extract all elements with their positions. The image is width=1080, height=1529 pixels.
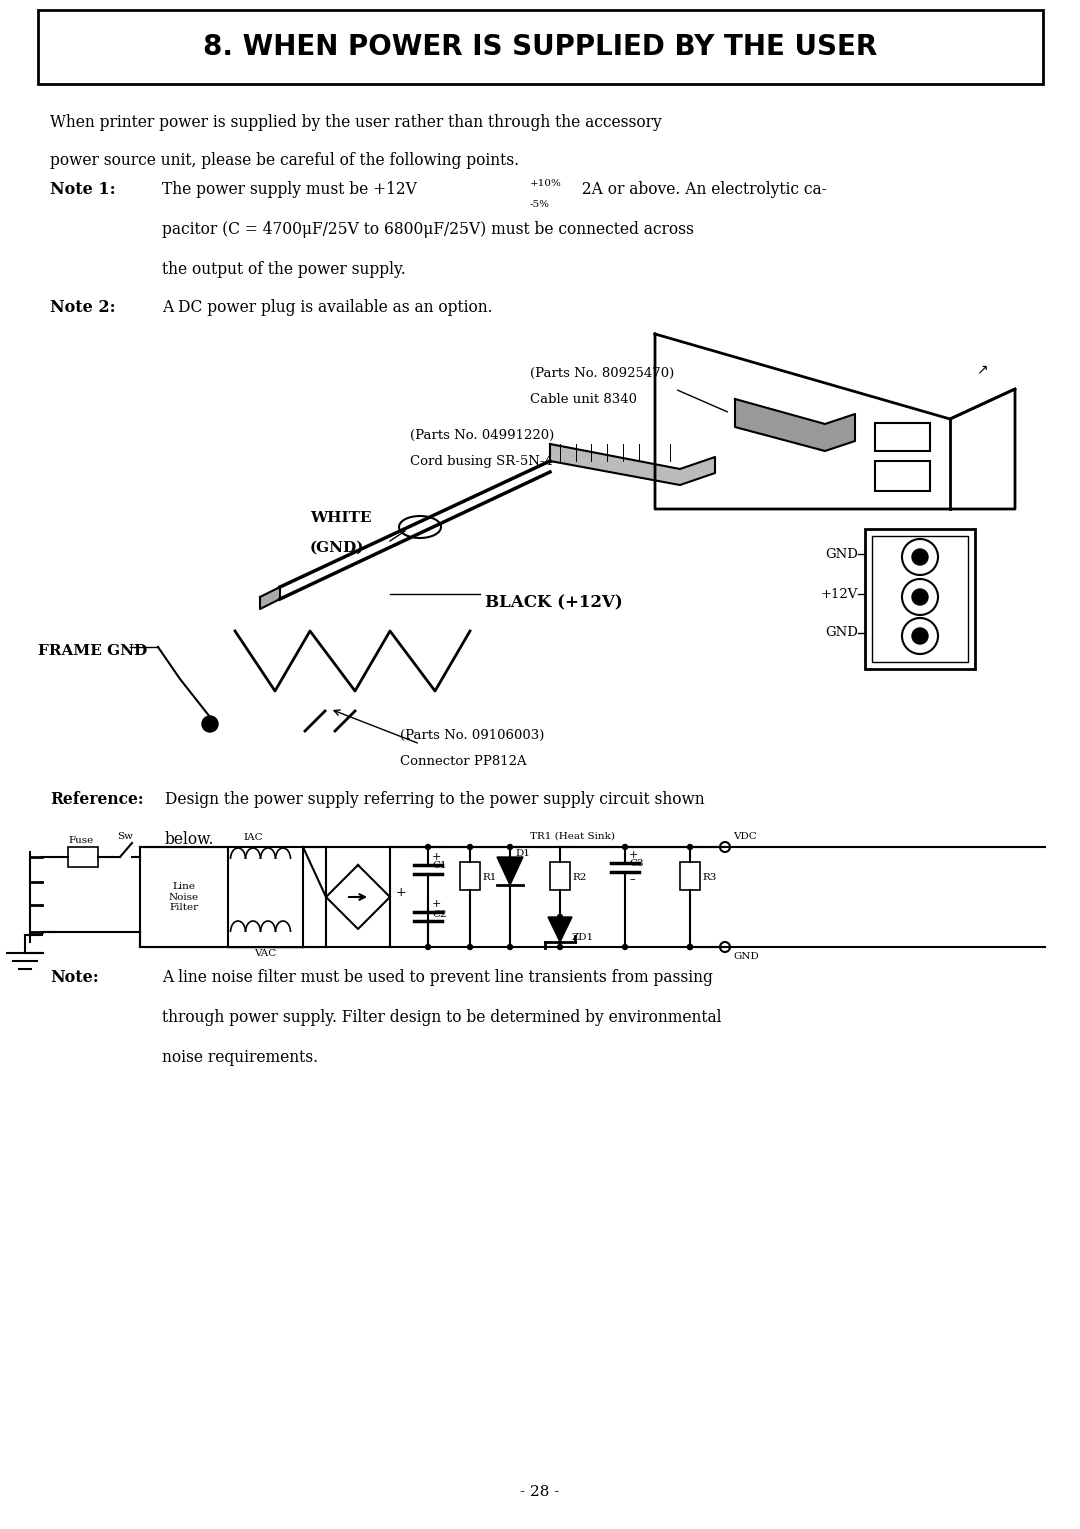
- Text: VAC: VAC: [255, 950, 276, 959]
- Circle shape: [508, 945, 513, 950]
- Text: +12V: +12V: [821, 587, 858, 601]
- Text: Note 1:: Note 1:: [50, 180, 116, 197]
- Text: (Parts No. 04991220): (Parts No. 04991220): [410, 430, 554, 442]
- Circle shape: [622, 844, 627, 850]
- Bar: [865, 529, 975, 670]
- Text: (Parts No. 09106003): (Parts No. 09106003): [400, 729, 544, 742]
- Polygon shape: [548, 917, 572, 942]
- Circle shape: [202, 716, 218, 732]
- Text: power source unit, please be careful of the following points.: power source unit, please be careful of …: [50, 151, 519, 170]
- Text: Design the power supply referring to the power supply circuit shown: Design the power supply referring to the…: [165, 790, 704, 807]
- Text: 8. WHEN POWER IS SUPPLIED BY THE USER: 8. WHEN POWER IS SUPPLIED BY THE USER: [203, 34, 877, 61]
- Bar: [872, 537, 968, 662]
- Text: +: +: [629, 850, 638, 859]
- Circle shape: [468, 945, 473, 950]
- Circle shape: [688, 945, 692, 950]
- Text: -5%: -5%: [530, 200, 550, 209]
- Text: Reference:: Reference:: [50, 790, 144, 807]
- Text: WHITE: WHITE: [310, 511, 372, 524]
- Text: GND: GND: [733, 953, 759, 962]
- Circle shape: [508, 844, 513, 850]
- Bar: [550, 862, 570, 890]
- Circle shape: [426, 945, 431, 950]
- Text: BLACK (+12V): BLACK (+12V): [485, 593, 623, 612]
- Text: Note 2:: Note 2:: [50, 300, 116, 317]
- Text: Cable unit 8340: Cable unit 8340: [530, 393, 637, 407]
- Polygon shape: [550, 443, 715, 485]
- Circle shape: [912, 589, 928, 605]
- Text: Note:: Note:: [50, 969, 98, 986]
- Text: When printer power is supplied by the user rather than through the accessory: When printer power is supplied by the us…: [50, 115, 662, 131]
- Bar: [140, 847, 228, 946]
- Text: C3: C3: [629, 859, 644, 868]
- Text: R1: R1: [482, 873, 497, 882]
- Bar: [460, 862, 480, 890]
- Circle shape: [557, 945, 563, 950]
- Text: pacitor (C = 4700μF/25V to 6800μF/25V) must be connected across: pacitor (C = 4700μF/25V to 6800μF/25V) m…: [162, 222, 693, 239]
- Text: R2: R2: [572, 873, 586, 882]
- Text: +: +: [396, 885, 407, 899]
- Text: The power supply must be +12V: The power supply must be +12V: [162, 180, 417, 197]
- Text: A line noise filter must be used to prevent line transients from passing: A line noise filter must be used to prev…: [162, 969, 713, 986]
- Text: TR1 (Heat Sink): TR1 (Heat Sink): [530, 832, 615, 841]
- Text: Connector PP812A: Connector PP812A: [400, 755, 527, 768]
- Text: (GND): (GND): [310, 541, 365, 555]
- Text: +10%: +10%: [530, 179, 562, 188]
- Polygon shape: [735, 399, 855, 451]
- Text: noise requirements.: noise requirements.: [162, 1049, 319, 1066]
- Text: R3: R3: [702, 873, 716, 882]
- Circle shape: [426, 844, 431, 850]
- Text: - 28 -: - 28 -: [521, 1485, 559, 1498]
- Text: –: –: [629, 875, 635, 884]
- Text: through power supply. Filter design to be determined by environmental: through power supply. Filter design to b…: [162, 1009, 721, 1026]
- Text: below.: below.: [165, 830, 215, 849]
- Text: Fuse: Fuse: [68, 836, 93, 846]
- Text: +: +: [432, 899, 442, 910]
- Text: C1: C1: [432, 861, 447, 870]
- Text: (Parts No. 80925470): (Parts No. 80925470): [530, 367, 674, 381]
- Text: GND: GND: [825, 627, 858, 639]
- Text: VDC: VDC: [733, 832, 757, 841]
- Text: ↗: ↗: [976, 362, 988, 376]
- Text: Cord busing SR-5N-4: Cord busing SR-5N-4: [410, 456, 553, 468]
- Polygon shape: [497, 856, 523, 885]
- Text: IAC: IAC: [243, 833, 262, 842]
- Ellipse shape: [399, 515, 441, 538]
- Circle shape: [688, 844, 692, 850]
- Text: FRAME GND: FRAME GND: [38, 644, 147, 657]
- Circle shape: [912, 628, 928, 644]
- Circle shape: [688, 945, 692, 950]
- Text: 2A or above. An electrolytic ca-: 2A or above. An electrolytic ca-: [577, 180, 827, 197]
- FancyBboxPatch shape: [38, 11, 1043, 84]
- Circle shape: [557, 914, 563, 919]
- Circle shape: [622, 945, 627, 950]
- Bar: [68, 847, 98, 867]
- Text: +: +: [432, 852, 442, 862]
- Bar: [680, 862, 700, 890]
- Bar: [875, 424, 930, 451]
- Text: the output of the power supply.: the output of the power supply.: [162, 261, 406, 278]
- Text: D1: D1: [515, 849, 530, 858]
- Text: A DC power plug is available as an option.: A DC power plug is available as an optio…: [162, 300, 492, 317]
- Text: Sw: Sw: [117, 832, 133, 841]
- Bar: [875, 462, 930, 491]
- Text: C2: C2: [432, 910, 447, 919]
- Circle shape: [468, 844, 473, 850]
- Polygon shape: [260, 587, 280, 609]
- Text: ZD1: ZD1: [572, 934, 594, 942]
- Text: GND: GND: [825, 547, 858, 561]
- Circle shape: [912, 549, 928, 566]
- Text: Line
Noise
Filter: Line Noise Filter: [168, 882, 199, 911]
